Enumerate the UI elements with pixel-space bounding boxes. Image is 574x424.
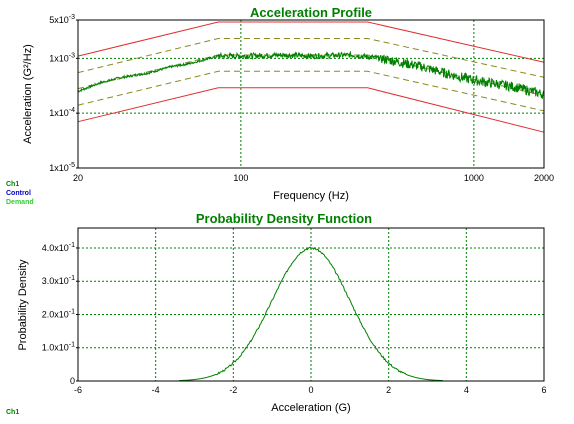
x-tick-label: 1000 [464, 173, 484, 183]
y-tick-label: 1x10-4 [49, 107, 75, 118]
series-group [77, 21, 545, 133]
x-tick-labels: -6 -4 -2 0 2 4 6 [74, 385, 547, 395]
x-tick-label: 20 [73, 173, 83, 183]
pdf-chart: Probability Density Function 4.0x10-1 3.0… [17, 211, 547, 414]
x-tick-label: 4 [464, 385, 469, 395]
series-control [77, 50, 545, 99]
y-tick-label: 3.0x10-1 [42, 275, 75, 286]
y-tick-label: 1x10-5 [49, 162, 75, 173]
legend-demand: Demand [6, 199, 34, 206]
series-alarm-low [77, 70, 545, 112]
x-tick-label: 100 [233, 173, 248, 183]
y-tick-label: 1x10-3 [49, 52, 75, 63]
x-tick-label: -2 [229, 385, 237, 395]
plot-frame [77, 227, 545, 382]
grid [78, 228, 544, 381]
x-tick-label: 2 [386, 385, 391, 395]
legend-ch1: Ch1 [6, 181, 19, 188]
x-axis-label: Acceleration (G) [271, 402, 350, 414]
x-tick-label: 6 [541, 385, 546, 395]
chart-title-acceleration: Acceleration Profile [250, 5, 372, 20]
y-tick-label: 5x10-3 [49, 14, 75, 25]
x-tick-label: -6 [74, 385, 82, 395]
y-axis-label: Probability Density [17, 259, 29, 351]
y-tick-label: 1.0x10-1 [42, 342, 75, 353]
series-abort-low [77, 87, 545, 133]
y-tick-label: 4.0x10-1 [42, 242, 75, 253]
acceleration-profile-chart: Acceleration Profile 5x10-3 1x10-3 1x10-4 1… [22, 5, 554, 202]
legend-ch1-bottom: Ch1 [6, 409, 19, 416]
y-tick-label: 2.0x10-1 [42, 308, 75, 319]
legend-control: Control [6, 190, 31, 197]
series-abort-high [77, 21, 545, 63]
x-tick-label: 0 [308, 385, 313, 395]
series-group [179, 246, 443, 382]
x-tick-label: -4 [152, 385, 160, 395]
series-pdf [179, 246, 443, 382]
y-tick-labels: 5x10-3 1x10-3 1x10-4 1x10-5 [49, 14, 78, 173]
x-axis-label: Frequency (Hz) [273, 190, 349, 202]
series-alarm-high [77, 38, 545, 78]
chart-title-pdf: Probability Density Function [196, 211, 372, 226]
x-tick-labels: 20 100 1000 2000 [73, 173, 554, 183]
grid [78, 20, 544, 168]
x-tick-label: 2000 [534, 173, 554, 183]
y-tick-label: 0 [70, 376, 75, 386]
y-axis-label: Acceleration (G²/Hz) [22, 44, 34, 144]
legend: Ch1 Control Demand [6, 181, 34, 206]
plot-frame [77, 19, 545, 169]
y-tick-labels: 4.0x10-1 3.0x10-1 2.0x10-1 1.0x10-1 0 [42, 242, 78, 386]
